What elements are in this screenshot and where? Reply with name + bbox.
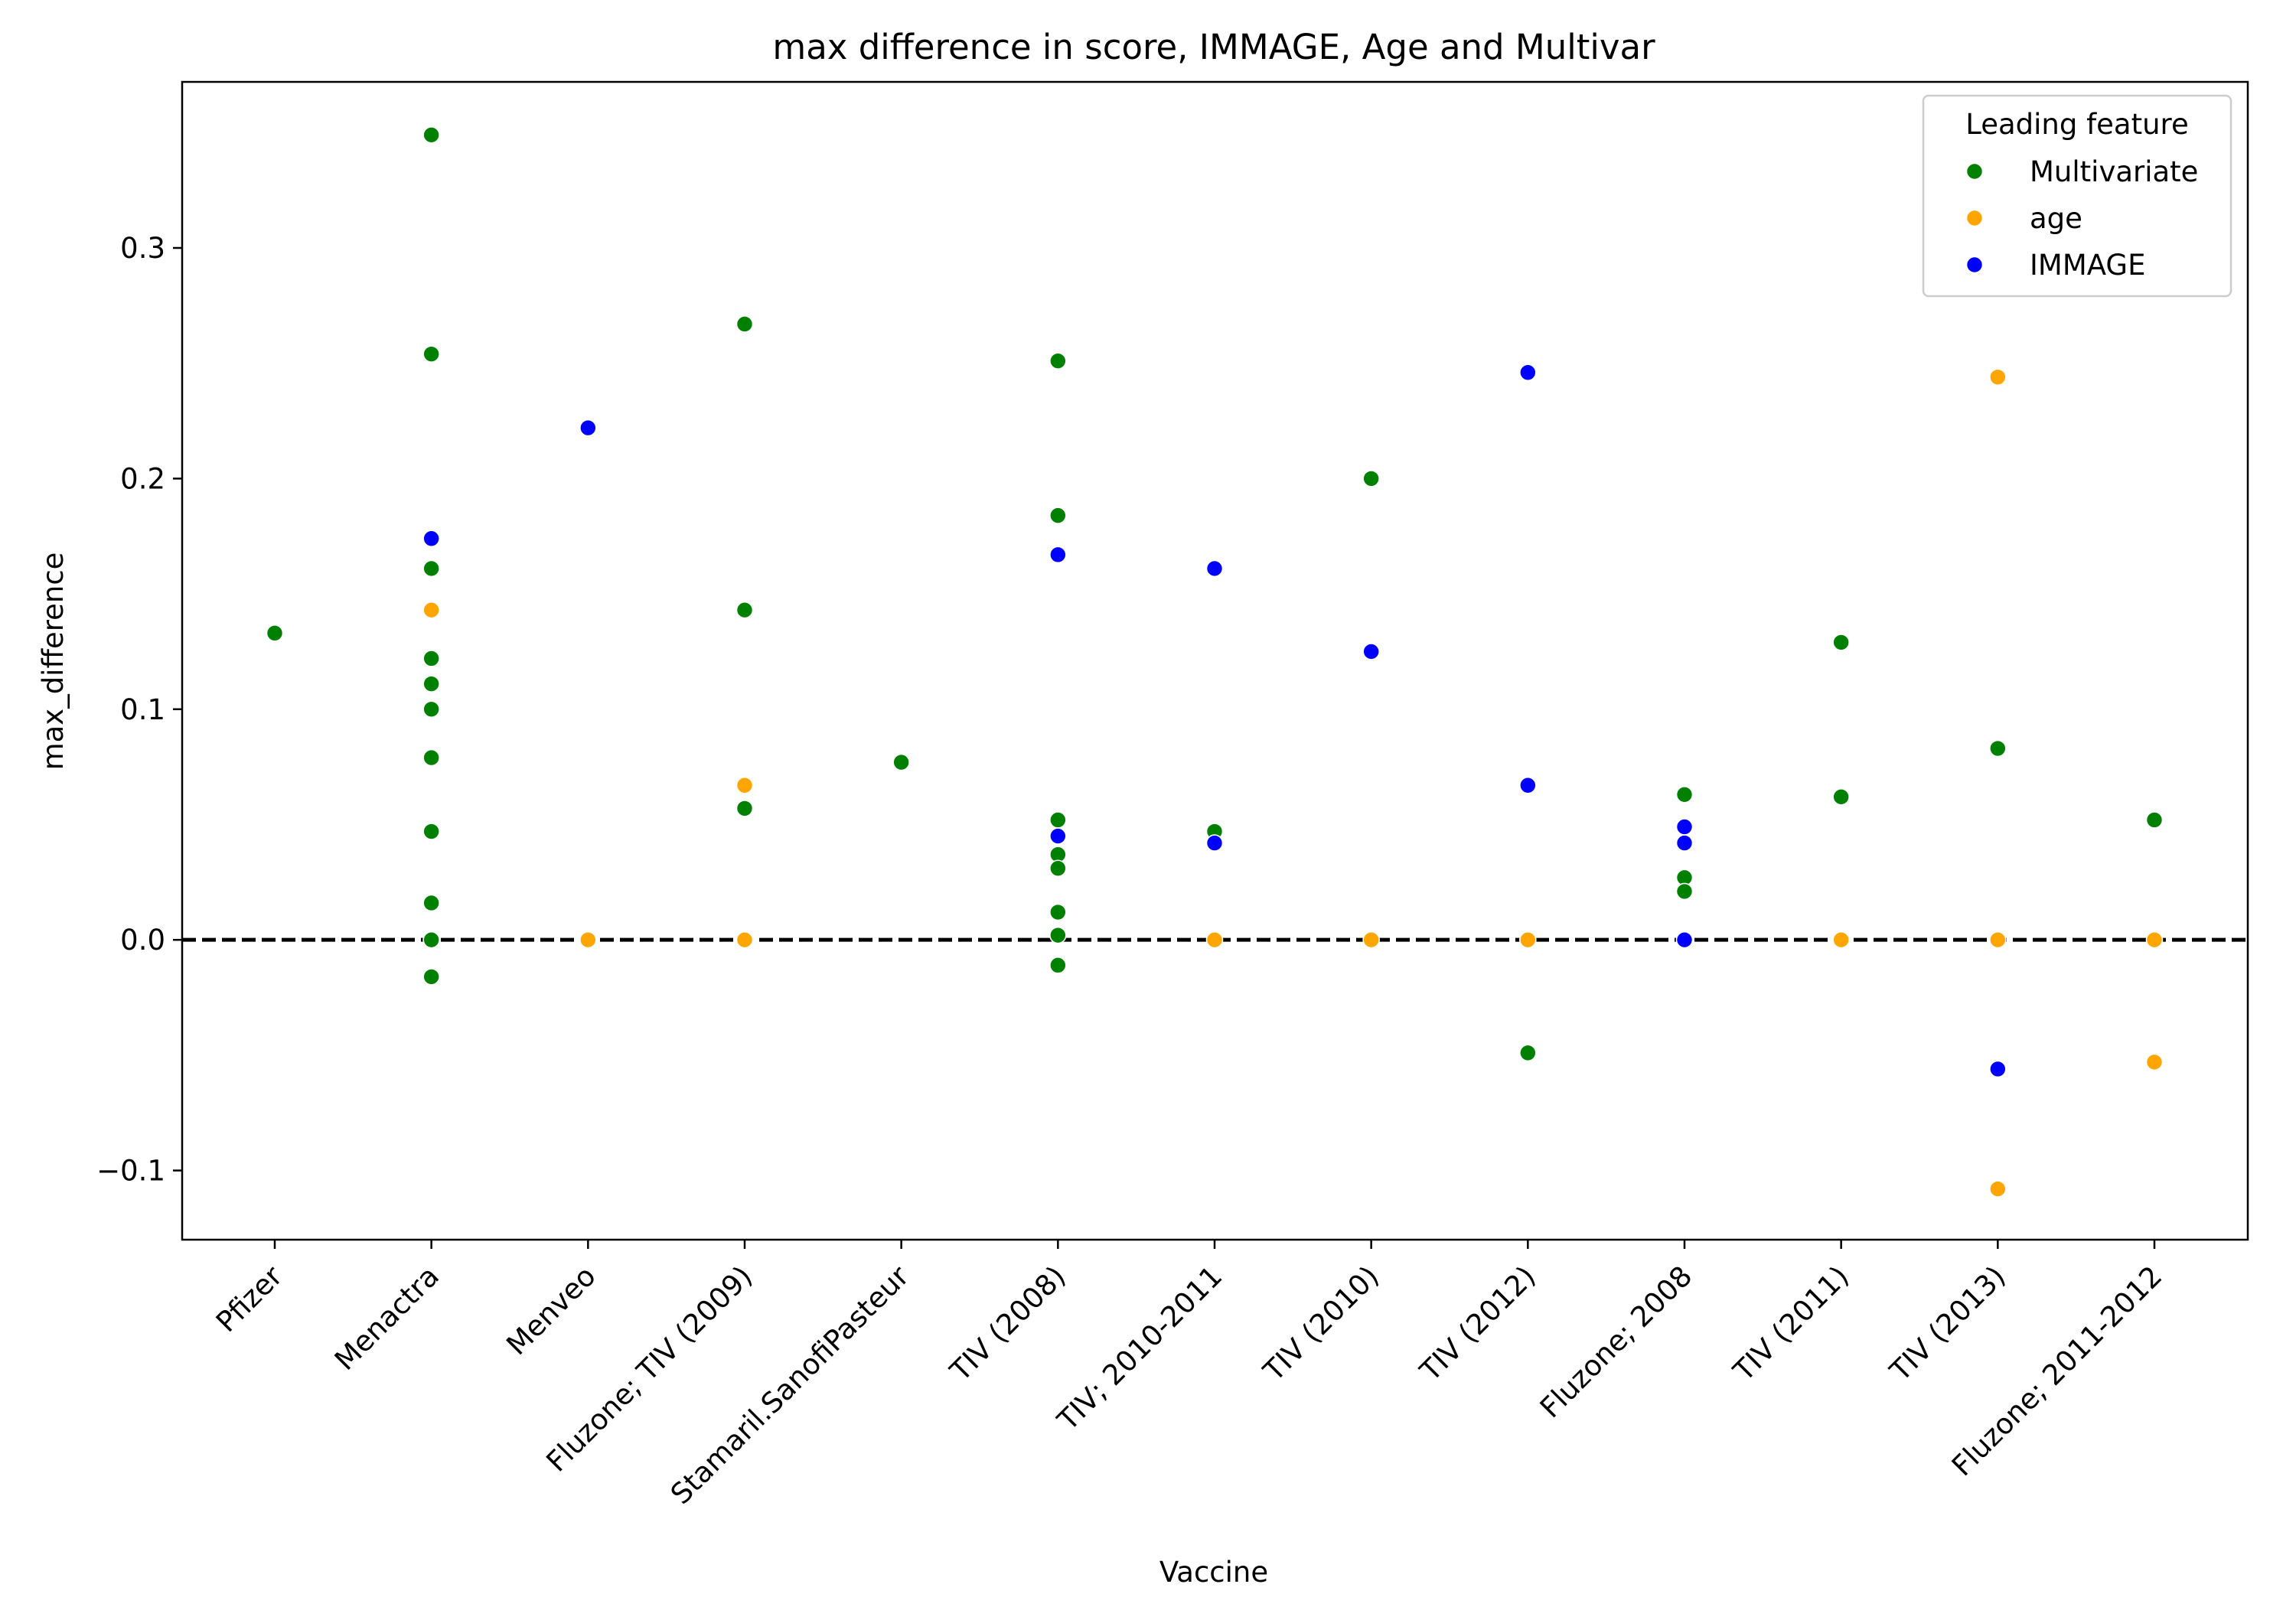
point-immage-tiv-2008: [1049, 546, 1067, 564]
point-multivariate-tiv-2012: [1519, 1044, 1537, 1062]
point-age-fluzone-tiv-2009: [735, 931, 754, 949]
legend-box: [1922, 94, 2232, 298]
point-multivariate-fluzone-tiv-2009: [735, 800, 754, 817]
legend-title: Leading feature: [1965, 108, 2188, 141]
point-multivariate-fluzone-tiv-2009: [735, 315, 754, 333]
chart-title: max difference in score, IMMAGE, Age and…: [772, 27, 1655, 67]
point-immage-fluzone-2008: [1675, 818, 1694, 836]
point-multivariate-fluzone-tiv-2009: [735, 601, 754, 619]
point-immage-tiv-2013: [1989, 1060, 2007, 1078]
y-axis-label: max_difference: [37, 553, 70, 771]
y-tick-label: 0.1: [120, 693, 165, 726]
point-multivariate-menactra: [422, 748, 440, 767]
point-multivariate-menactra: [422, 650, 440, 667]
point-age-fluzone-2011-2012: [2145, 931, 2164, 949]
point-multivariate-tiv-2008: [1049, 811, 1067, 829]
legend-marker-age: [1965, 209, 1984, 227]
point-age-tiv-2013: [1989, 1180, 2007, 1198]
point-multivariate-menactra: [422, 126, 440, 144]
point-age-menveo: [579, 931, 597, 949]
point-age-menactra: [422, 601, 440, 619]
point-multivariate-menactra: [422, 559, 440, 578]
point-multivariate-pfizer: [266, 624, 284, 642]
x-axis-label: Vaccine: [1159, 1556, 1268, 1589]
legend-marker-immage: [1965, 256, 1984, 274]
point-multivariate-menactra: [422, 675, 440, 693]
point-age-fluzone-tiv-2009: [735, 776, 754, 794]
series-multivariate: [266, 126, 2164, 1062]
point-multivariate-menactra: [422, 894, 440, 912]
point-age-tiv-2010: [1362, 931, 1380, 949]
point-multivariate-tiv-2008: [1049, 859, 1067, 878]
point-multivariate-tiv-2008: [1049, 507, 1067, 524]
point-multivariate-fluzone-2008: [1675, 882, 1694, 901]
point-multivariate-tiv-2011: [1832, 634, 1850, 651]
series-age: [422, 368, 2164, 1198]
point-multivariate-tiv-2008: [1049, 926, 1067, 944]
point-immage-tiv-2012: [1519, 776, 1537, 794]
point-multivariate-menactra: [422, 968, 440, 986]
y-tick-label: 0.0: [120, 924, 165, 957]
point-multivariate-menactra: [422, 931, 440, 949]
point-immage-menveo: [579, 419, 597, 437]
legend-label-immage: IMMAGE: [2030, 249, 2145, 282]
point-immage-fluzone-2008: [1675, 834, 1694, 852]
point-multivariate-fluzone-2011-2012: [2145, 811, 2164, 829]
y-tick-label: 0.3: [120, 232, 165, 265]
point-immage-fluzone-2008: [1675, 931, 1694, 949]
legend-marker-multivariate: [1965, 162, 1984, 181]
point-immage-tiv-2010: [1362, 643, 1380, 660]
legend-label-age: age: [2030, 202, 2082, 235]
point-multivariate-fluzone-2008: [1675, 786, 1694, 804]
legend: Leading feature Multivariate age IMMAGE: [1922, 94, 2232, 298]
y-tick-label: 0.2: [120, 462, 165, 495]
point-multivariate-tiv-2008: [1049, 903, 1067, 921]
point-age-tiv-2013: [1989, 368, 2007, 386]
point-multivariate-menactra: [422, 345, 440, 363]
point-multivariate-menactra: [422, 700, 440, 719]
point-multivariate-tiv-2010: [1362, 470, 1380, 487]
point-multivariate-tiv-2008: [1049, 352, 1067, 370]
point-multivariate-tiv-2008: [1049, 957, 1067, 974]
point-multivariate-tiv-2011: [1832, 788, 1850, 806]
point-multivariate-tiv-2013: [1989, 739, 2007, 758]
point-age-tiv-2012: [1519, 931, 1537, 949]
point-age-tiv-2010-2011: [1205, 931, 1224, 949]
series-immage: [422, 363, 2007, 1078]
point-immage-tiv-2008: [1049, 827, 1067, 845]
point-immage-tiv-2012: [1519, 363, 1537, 382]
point-immage-tiv-2010-2011: [1205, 559, 1224, 578]
legend-label-multivariate: Multivariate: [2030, 155, 2198, 188]
point-multivariate-stamaril-sanofipasteur: [892, 753, 910, 771]
point-multivariate-menactra: [422, 823, 440, 840]
point-immage-menactra: [422, 530, 440, 548]
point-age-tiv-2013: [1989, 931, 2007, 949]
point-immage-tiv-2010-2011: [1205, 834, 1224, 852]
point-age-fluzone-2011-2012: [2145, 1053, 2164, 1071]
point-age-tiv-2011: [1832, 931, 1850, 949]
y-tick-label: −0.1: [96, 1155, 165, 1188]
